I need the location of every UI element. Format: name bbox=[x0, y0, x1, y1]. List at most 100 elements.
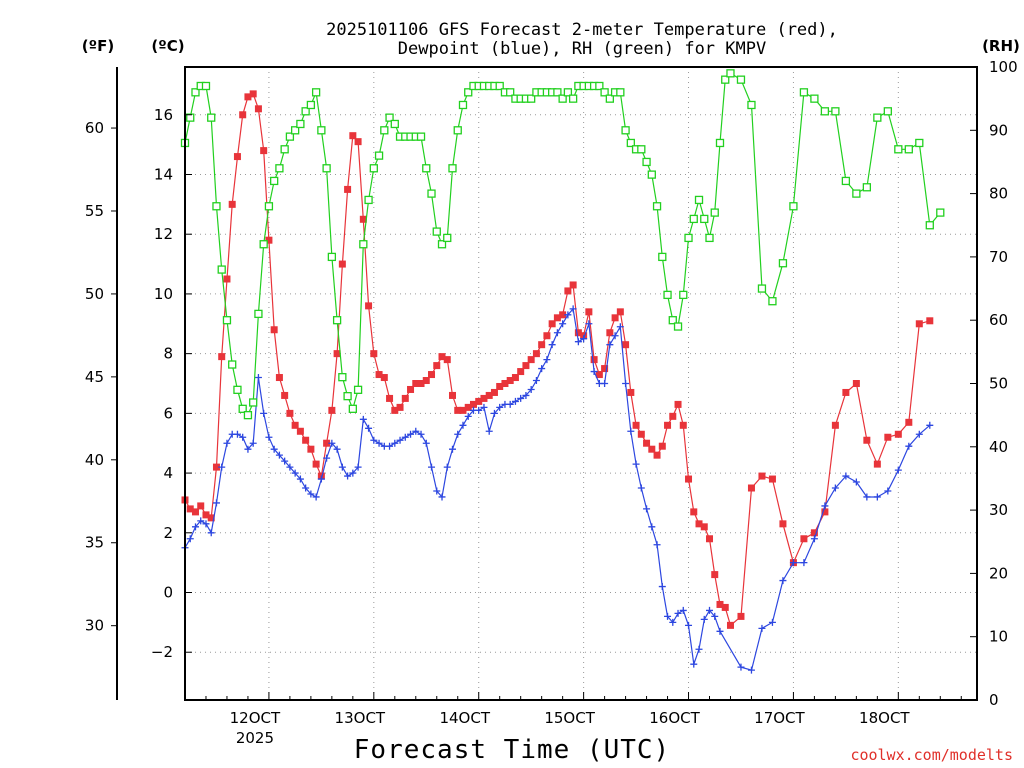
dewpoint-point bbox=[590, 368, 598, 376]
rh-point bbox=[207, 113, 216, 122]
dewpoint-point bbox=[302, 484, 310, 492]
temperature-point bbox=[349, 132, 357, 140]
rh-point bbox=[322, 164, 331, 173]
rh-point bbox=[621, 126, 630, 135]
rh-series bbox=[180, 69, 945, 420]
temperature-point bbox=[490, 388, 498, 396]
temperature-point bbox=[768, 475, 776, 483]
temperature-point bbox=[275, 374, 283, 382]
rh-point bbox=[380, 126, 389, 135]
temperature-point bbox=[386, 394, 394, 402]
rh-point bbox=[332, 316, 342, 325]
dewpoint-point bbox=[800, 559, 808, 567]
temperature-point bbox=[737, 612, 745, 620]
rh-point bbox=[637, 145, 646, 154]
dewpoint-point bbox=[842, 472, 850, 480]
temperature-point bbox=[894, 430, 902, 438]
temperature-point bbox=[249, 90, 257, 98]
temperature-point bbox=[438, 353, 446, 361]
temperature-point bbox=[606, 329, 614, 337]
rh-point bbox=[495, 81, 504, 91]
rh-point bbox=[605, 94, 614, 103]
temperature-point bbox=[564, 287, 572, 295]
dewpoint-point bbox=[344, 472, 352, 480]
temperature-point bbox=[375, 371, 383, 379]
dewpoint-point bbox=[375, 439, 383, 447]
rh-point bbox=[458, 100, 468, 110]
rh-point bbox=[568, 94, 578, 103]
fahrenheit-tick-label: 45 bbox=[85, 368, 104, 386]
dewpoint-point bbox=[616, 323, 624, 331]
rh-point bbox=[558, 94, 567, 103]
temperature-point bbox=[312, 460, 320, 468]
temperature-point bbox=[417, 380, 425, 387]
temperature-point bbox=[391, 406, 399, 414]
temperature-point bbox=[244, 93, 252, 101]
rh-point bbox=[925, 221, 934, 230]
dewpoint-point bbox=[653, 541, 661, 549]
dewpoint-point bbox=[307, 490, 315, 498]
fahrenheit-tick-label: 30 bbox=[85, 617, 104, 635]
temperature-point bbox=[412, 380, 420, 387]
rh-point bbox=[694, 195, 704, 205]
temperature-point bbox=[616, 308, 624, 316]
rh-point bbox=[217, 265, 226, 274]
temperature-point bbox=[370, 350, 378, 358]
fahrenheit-tick-label: 35 bbox=[85, 534, 104, 552]
dewpoint-point bbox=[585, 320, 593, 328]
temperature-point bbox=[522, 362, 530, 370]
rh-point bbox=[275, 164, 284, 173]
rh-point bbox=[369, 164, 378, 173]
temperature-point bbox=[532, 350, 540, 358]
rh-tick-label: 40 bbox=[989, 438, 1008, 456]
temperature-point bbox=[716, 600, 724, 608]
temperature-point bbox=[611, 314, 619, 322]
dewpoint-point bbox=[407, 430, 415, 438]
temperature-point bbox=[643, 439, 651, 447]
dewpoint-point bbox=[197, 517, 205, 525]
dewpoint-point bbox=[821, 502, 829, 510]
rh-point bbox=[432, 227, 441, 236]
rh-point bbox=[422, 164, 431, 173]
x-tick-sublabel: 2025 bbox=[236, 729, 274, 747]
rh-tick-label: 0 bbox=[989, 691, 999, 709]
rh-point bbox=[668, 316, 677, 325]
temperature-point bbox=[595, 371, 603, 379]
rh-point bbox=[390, 119, 399, 129]
dewpoint-point bbox=[365, 424, 373, 432]
rh-point bbox=[249, 398, 258, 407]
dewpoint-point bbox=[260, 409, 268, 417]
temperature-point bbox=[260, 147, 268, 155]
rh-point bbox=[705, 233, 714, 243]
rh-tick-label: 60 bbox=[989, 311, 1008, 329]
rh-point bbox=[427, 189, 436, 198]
temperature-point bbox=[307, 445, 315, 453]
rh-point bbox=[228, 360, 237, 369]
temperature-point bbox=[212, 463, 220, 471]
temperature-point bbox=[538, 341, 546, 349]
rh-tick-label: 30 bbox=[989, 501, 1008, 519]
rh-point bbox=[259, 240, 268, 249]
temperature-point bbox=[401, 394, 409, 402]
temperature-point bbox=[228, 200, 236, 208]
rh-tick-label: 70 bbox=[989, 248, 1008, 266]
rh-point bbox=[437, 240, 447, 249]
temperature-point bbox=[863, 436, 871, 444]
temperature-point bbox=[323, 439, 331, 447]
rh-point bbox=[726, 69, 735, 78]
temperature-point bbox=[842, 388, 850, 396]
dewpoint-point bbox=[433, 487, 441, 495]
rh-point bbox=[710, 208, 719, 217]
dewpoint-point bbox=[606, 341, 614, 349]
rh-point bbox=[595, 81, 604, 91]
rh-point bbox=[721, 75, 730, 84]
celsius-tick-label: 14 bbox=[154, 165, 173, 183]
temperature-line bbox=[184, 93, 930, 627]
rh-point bbox=[306, 100, 316, 110]
temperature-point bbox=[428, 371, 436, 379]
rh-point bbox=[747, 100, 756, 110]
temperature-point bbox=[464, 403, 472, 411]
dewpoint-point bbox=[448, 445, 456, 453]
temperature-point bbox=[553, 314, 561, 322]
temperature-point bbox=[711, 571, 719, 579]
